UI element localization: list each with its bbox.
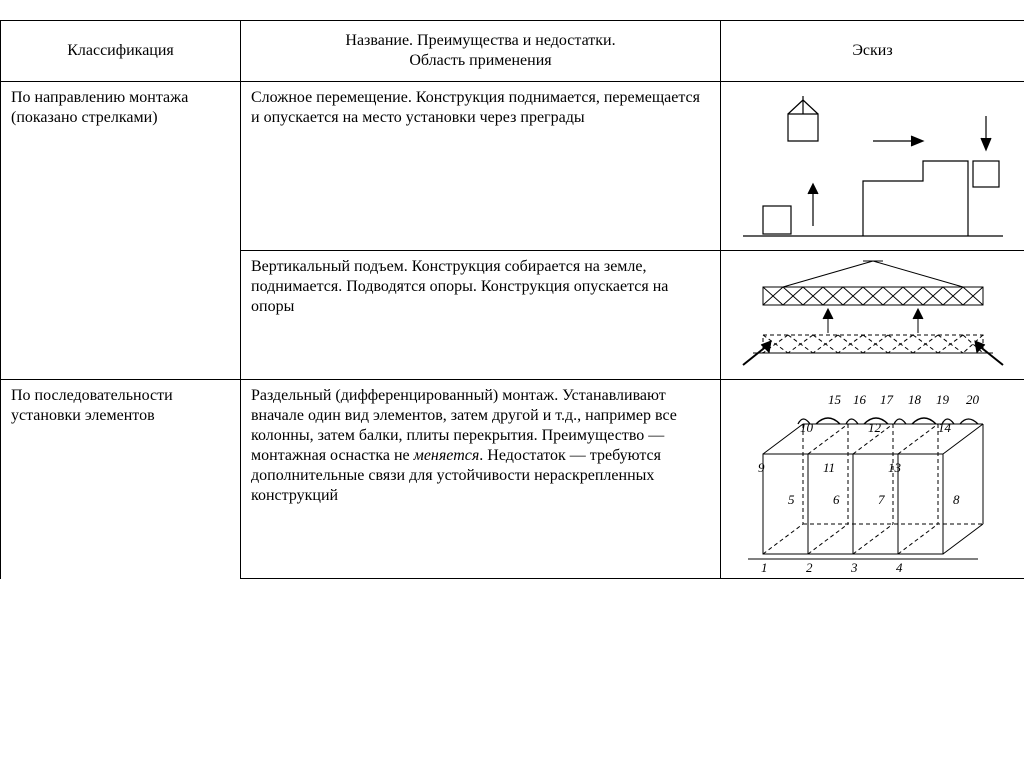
svg-text:1: 1 [761, 560, 768, 574]
svg-text:6: 6 [833, 492, 840, 507]
svg-text:5: 5 [788, 492, 795, 507]
header-sketch: Эскиз [721, 21, 1024, 82]
svg-text:17: 17 [880, 392, 894, 407]
svg-text:8: 8 [953, 492, 960, 507]
svg-text:3: 3 [850, 560, 858, 574]
cell-classification-2: По последовательности установки элементо… [1, 380, 241, 579]
table-row: По направлению монтажа (показано стрелка… [1, 82, 1024, 251]
svg-text:12: 12 [868, 420, 882, 435]
svg-text:14: 14 [938, 420, 952, 435]
cell-classification-1: По направлению монтажа (показано стрелка… [1, 82, 241, 380]
svg-text:18: 18 [908, 392, 922, 407]
header-description: Название. Преимущества и недостатки.Обла… [241, 21, 721, 82]
cell-sketch-2 [721, 251, 1024, 380]
table-row: По последовательности установки элементо… [1, 380, 1024, 579]
svg-text:13: 13 [888, 460, 902, 475]
cell-description-3: Раздельный (дифференцированный) монтаж. … [241, 380, 721, 579]
svg-text:4: 4 [896, 560, 903, 574]
svg-text:2: 2 [806, 560, 813, 574]
cell-description-2: Вертикальный подъем. Конструкция собирае… [241, 251, 721, 380]
svg-text:15: 15 [828, 392, 842, 407]
svg-text:11: 11 [823, 460, 835, 475]
svg-text:20: 20 [966, 392, 980, 407]
svg-text:10: 10 [800, 420, 814, 435]
classification-table: Классификация Название. Преимущества и н… [0, 20, 1024, 579]
svg-text:16: 16 [853, 392, 867, 407]
cell-sketch-1 [721, 82, 1024, 251]
header-classification: Классификация [1, 21, 241, 82]
svg-text:7: 7 [878, 492, 885, 507]
svg-text:19: 19 [936, 392, 950, 407]
cell-description-1: Сложное перемещение. Конструкция поднима… [241, 82, 721, 251]
cell-sketch-3: 1 2 3 4 5 6 7 8 9 10 [721, 380, 1024, 579]
svg-text:9: 9 [758, 460, 765, 475]
